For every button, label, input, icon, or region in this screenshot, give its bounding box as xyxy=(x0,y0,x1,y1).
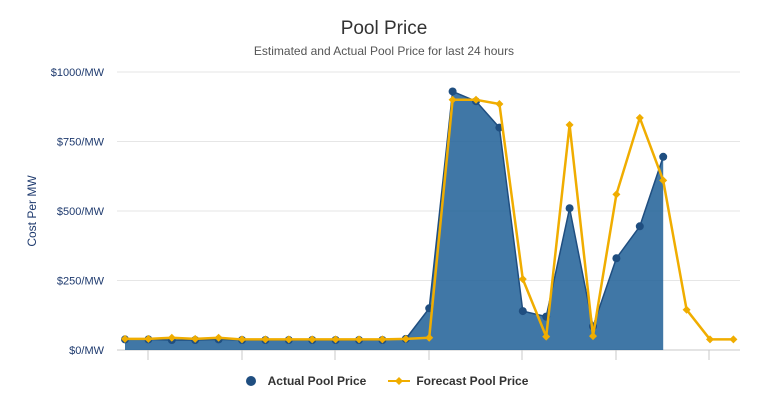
forecast-point xyxy=(144,334,153,343)
actual-point xyxy=(635,222,644,231)
forecast-point xyxy=(542,332,551,341)
forecast-point xyxy=(518,275,527,284)
chart-title: Pool Price xyxy=(340,18,428,39)
forecast-point xyxy=(214,333,223,342)
forecast-point xyxy=(331,335,340,344)
forecast-point xyxy=(612,190,621,199)
forecast-point xyxy=(191,334,200,343)
forecast-point xyxy=(565,120,574,129)
y-tick-label: $500/MW xyxy=(57,206,105,218)
y-tick-label: $750/MW xyxy=(57,137,105,149)
actual-point xyxy=(565,204,574,213)
forecast-point xyxy=(167,333,176,342)
forecast-point xyxy=(635,113,644,122)
forecast-point xyxy=(121,334,129,343)
y-tick-label: $1000/MW xyxy=(51,67,105,79)
forecast-point xyxy=(448,95,457,104)
actual-area xyxy=(125,91,664,351)
legend-item-actual[interactable]: Actual Pool Price xyxy=(240,374,367,388)
forecast-point xyxy=(238,335,246,344)
chart-subtitle: Estimated and Actual Pool Price for last… xyxy=(253,44,515,58)
forecast-point xyxy=(355,335,363,344)
forecast-point xyxy=(378,335,387,344)
actual-point xyxy=(518,307,527,316)
forecast-point xyxy=(472,95,480,104)
forecast-point xyxy=(495,99,504,108)
forecast-point xyxy=(425,333,434,342)
actual-point xyxy=(612,254,621,263)
legend-actual-marker xyxy=(245,376,256,386)
forecast-point xyxy=(261,335,270,344)
y-tick-label: $0/MW xyxy=(69,345,104,357)
legend: Actual Pool Price Forecast Pool Price xyxy=(0,374,768,388)
legend-item-forecast[interactable]: Forecast Pool Price xyxy=(388,374,528,388)
forecast-point xyxy=(706,335,714,344)
legend-actual-label: Actual Pool Price xyxy=(267,374,367,388)
forecast-point xyxy=(401,334,410,343)
actual-point xyxy=(448,87,457,96)
y-axis-title: Cost Per MW xyxy=(25,175,39,247)
forecast-point xyxy=(589,332,597,341)
y-tick-label: $250/MW xyxy=(57,276,105,288)
forecast-point xyxy=(659,176,668,185)
actual-point xyxy=(659,152,668,161)
forecast-point xyxy=(682,305,691,314)
legend-forecast-marker xyxy=(388,377,411,385)
forecast-point xyxy=(729,335,738,344)
legend-forecast-label: Forecast Pool Price xyxy=(416,374,529,388)
forecast-point xyxy=(284,335,293,344)
forecast-point xyxy=(308,335,317,344)
